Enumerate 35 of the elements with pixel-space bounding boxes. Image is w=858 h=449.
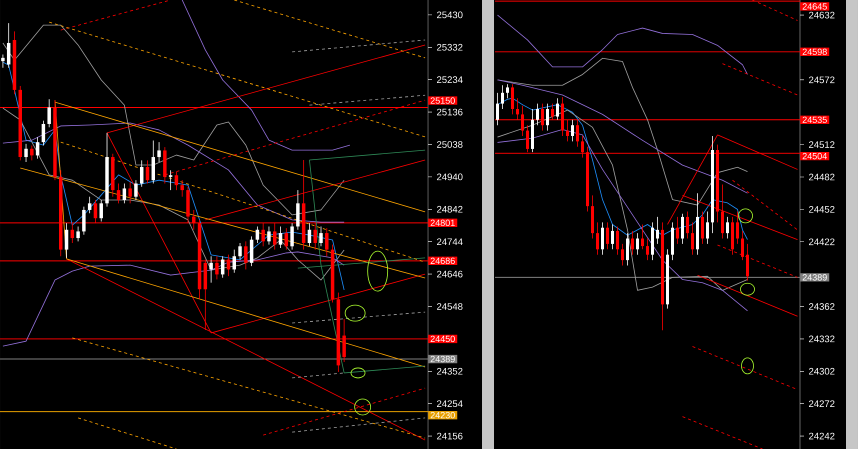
y-tick-label: 24352	[437, 368, 462, 375]
ref-line-label: 24389	[430, 356, 455, 362]
y-tick-label: 25038	[437, 141, 463, 148]
ref-line-label: 24450	[430, 336, 455, 342]
ref-line-label: 25150	[430, 97, 455, 104]
y-tick-label: 24254	[437, 400, 463, 408]
ref-line-label: 24504	[802, 152, 827, 160]
y-tick-label: 25136	[437, 108, 463, 116]
y-tick-label: 24842	[437, 206, 462, 213]
y-tick-label: 24362	[809, 303, 834, 310]
y-tick-label: 24744	[437, 238, 463, 245]
y-tick-label: 24452	[809, 206, 834, 213]
ref-line-label: 24230	[430, 412, 455, 418]
y-tick-label: 24512	[809, 141, 834, 148]
y-tick-label: 24632	[809, 12, 834, 18]
ref-line-label: 24686	[430, 258, 455, 264]
y-tick-label: 25332	[437, 44, 462, 51]
ref-line-label: 24389	[802, 274, 827, 281]
y-tick-label: 24422	[809, 238, 834, 246]
y-tick-label: 24646	[437, 270, 463, 278]
ref-line-label: 24801	[430, 220, 455, 226]
y-tick-label: 24572	[809, 76, 834, 84]
ref-line-label: 24535	[802, 116, 827, 123]
y-tick-label: 24302	[809, 368, 834, 375]
y-tick-label: 24940	[437, 174, 463, 180]
ref-line-label: 24598	[802, 48, 827, 55]
y-tick-label: 25234	[437, 76, 463, 84]
y-tick-label: 24242	[809, 432, 834, 440]
ref-line-label: 24645	[802, 3, 827, 10]
y-tick-label: 24272	[809, 400, 834, 407]
y-tick-label: 24156	[437, 432, 463, 440]
y-tick-label: 24332	[809, 336, 834, 342]
y-tick-label: 24548	[437, 303, 463, 310]
y-tick-label: 25430	[437, 12, 463, 18]
y-tick-label: 24482	[809, 174, 834, 180]
